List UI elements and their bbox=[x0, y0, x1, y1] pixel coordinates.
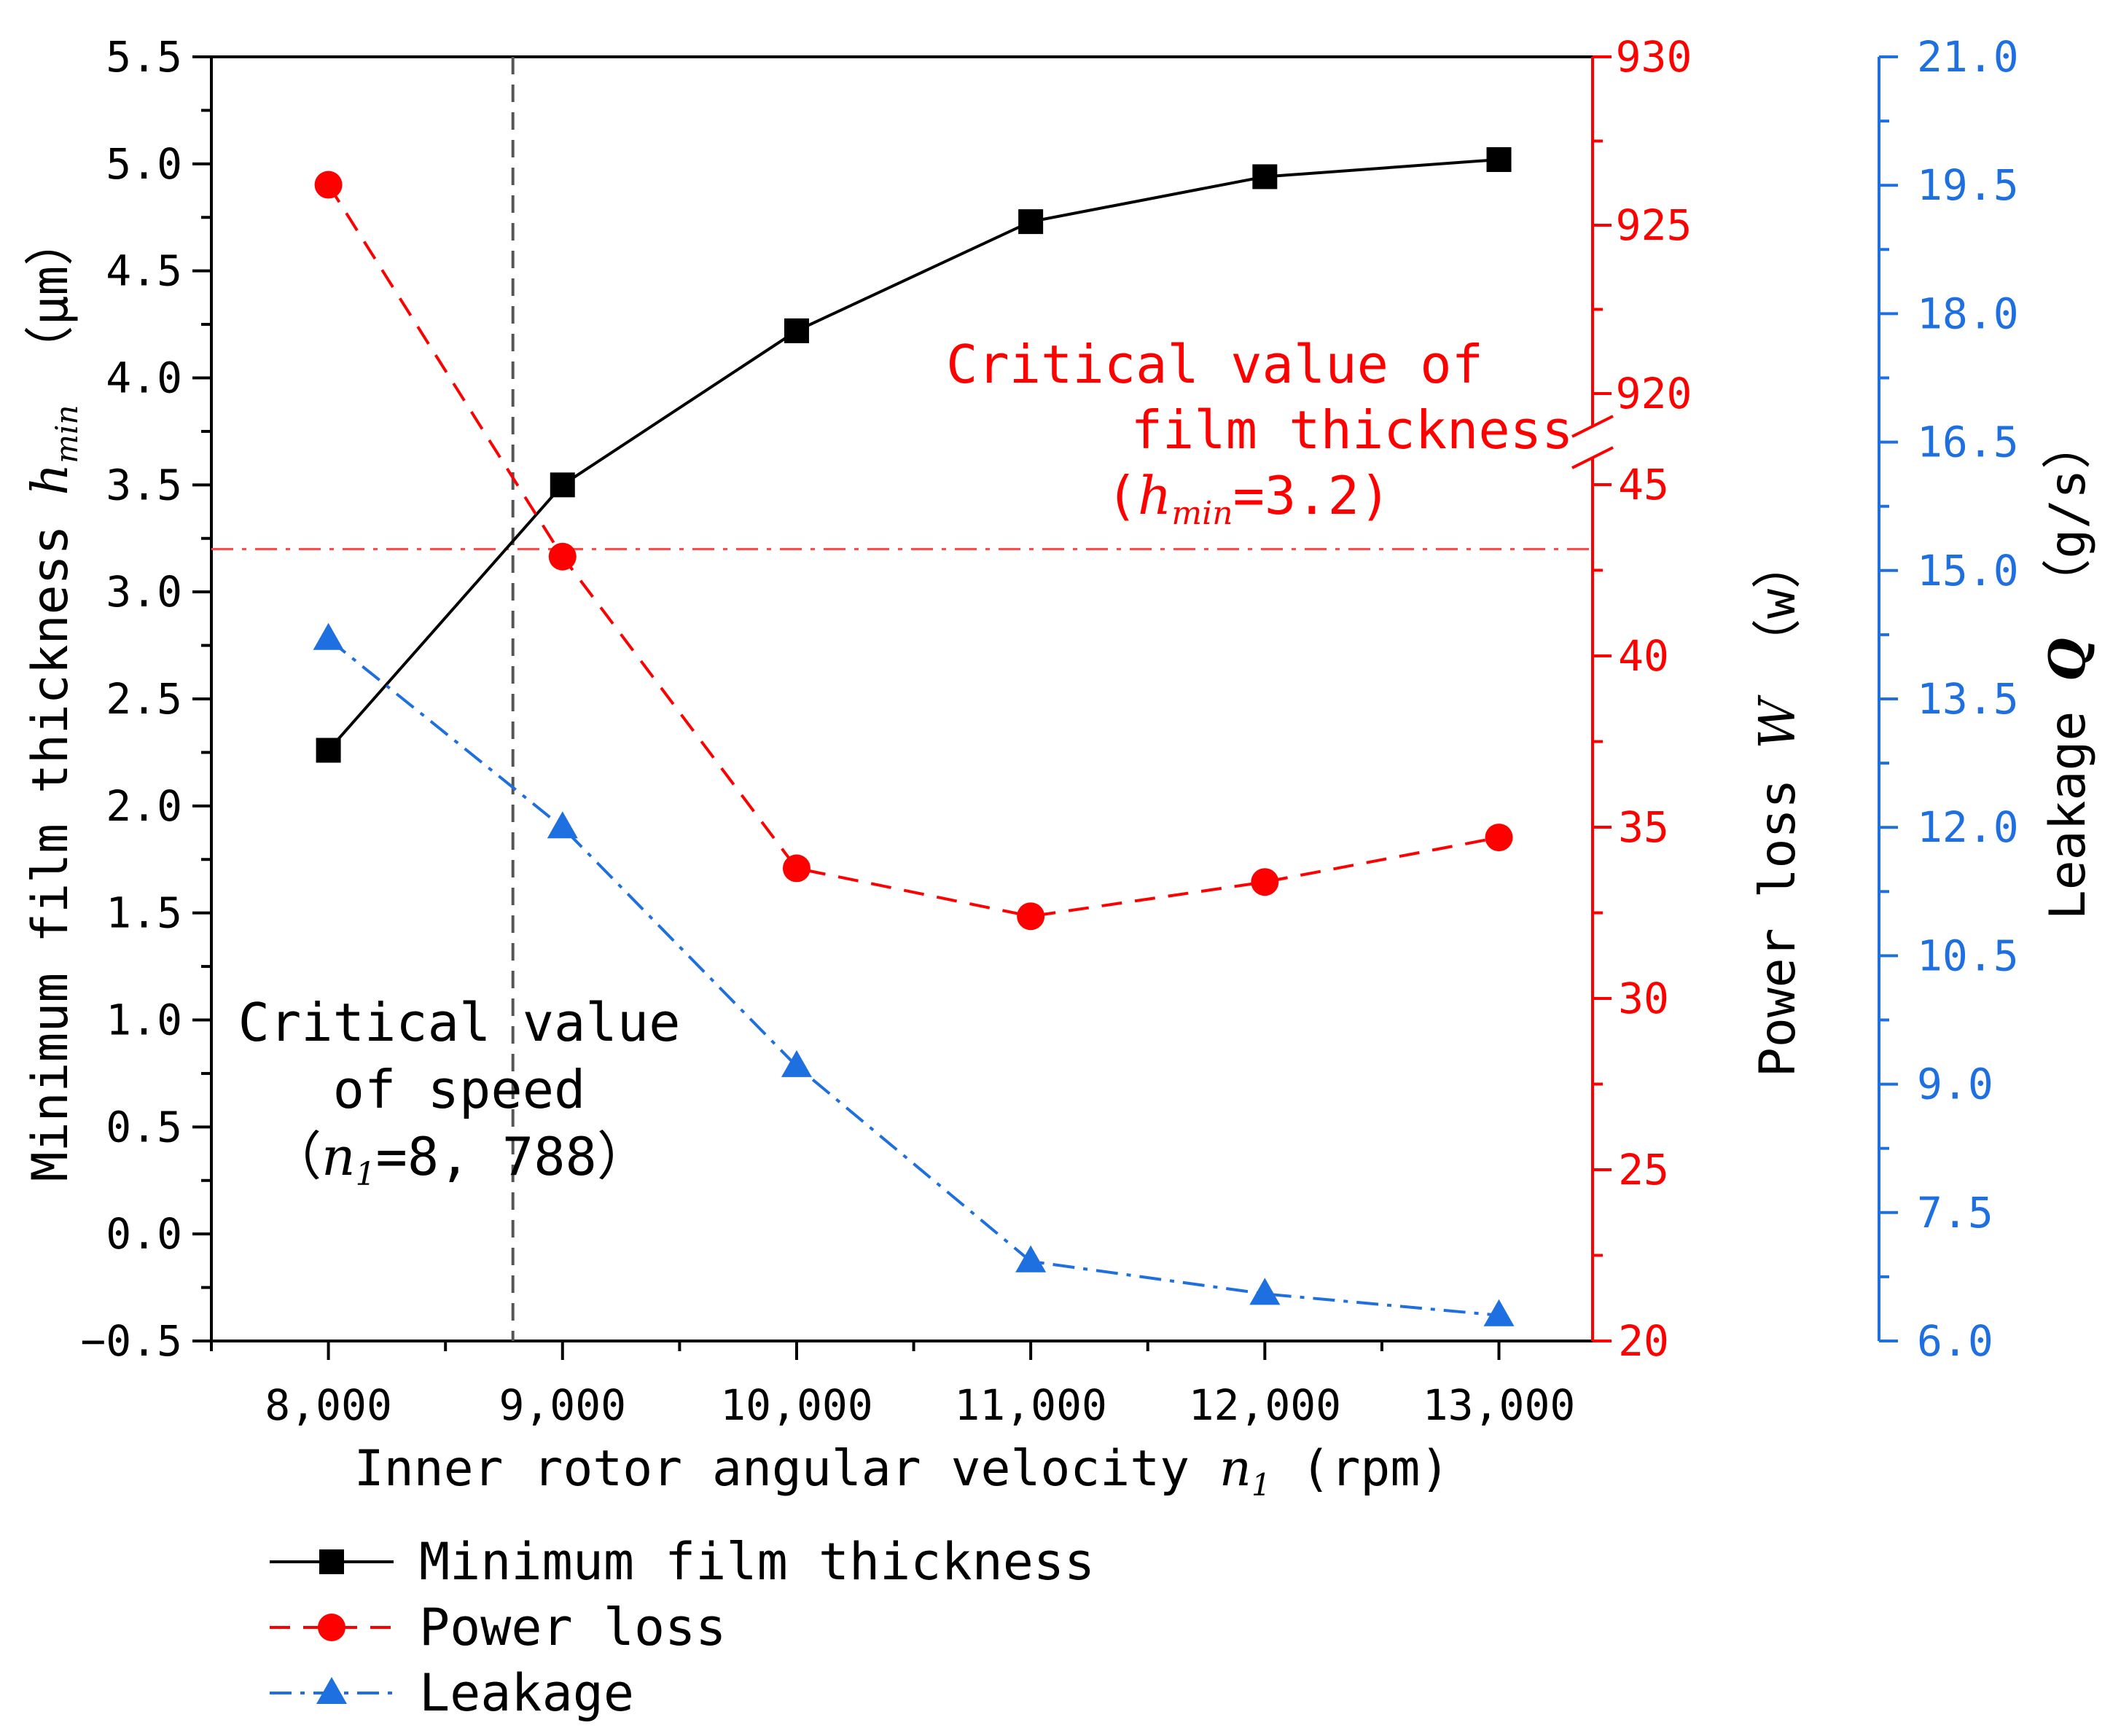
leakage-tick-label: 18.0 bbox=[1917, 289, 2019, 338]
left-tick-label: 4.0 bbox=[106, 353, 182, 403]
legend-item-minimum-film-thickness: Minimum film thickness bbox=[270, 1532, 1095, 1592]
minimum-film-thickness-point bbox=[1018, 209, 1044, 235]
axis-break-mark bbox=[1571, 415, 1614, 438]
left-tick-label: 5.5 bbox=[106, 32, 182, 82]
legend-label: Leakage bbox=[419, 1663, 634, 1723]
left-tick-label: −0.5 bbox=[80, 1316, 182, 1366]
power-loss-point bbox=[548, 542, 577, 571]
left-tick-label: 1.5 bbox=[106, 888, 182, 938]
left-tick-label: 1.0 bbox=[106, 996, 182, 1045]
critical-film-label-line3: (hmin=3.2) bbox=[1106, 465, 1391, 532]
axis-break-mark bbox=[1571, 446, 1614, 469]
power-loss-point bbox=[1251, 868, 1279, 896]
x-tick-label: 11,000 bbox=[954, 1380, 1107, 1430]
critical-speed-label-line1: Critical value bbox=[238, 992, 681, 1053]
x-tick-label: 9,000 bbox=[499, 1380, 626, 1430]
leakage-tick-label: 15.0 bbox=[1917, 546, 2019, 595]
power-tick-label: 30 bbox=[1618, 974, 1669, 1023]
critical-speed-label-line2: of speed bbox=[333, 1059, 586, 1120]
x-tick-label: 8,000 bbox=[265, 1380, 392, 1430]
minimum-film-thickness-point bbox=[784, 318, 809, 343]
legend-item-leakage: Leakage bbox=[270, 1663, 634, 1723]
leakage-tick-label: 16.5 bbox=[1917, 418, 2019, 467]
leakage-tick-label: 21.0 bbox=[1917, 32, 2019, 82]
series-layer bbox=[313, 146, 1515, 1326]
leakage-tick-label: 19.5 bbox=[1917, 160, 2019, 210]
power-axis-title: Power loss W （w） bbox=[1749, 539, 1807, 1077]
leakage-tick-label: 7.5 bbox=[1917, 1188, 1993, 1238]
minimum-film-thickness-series bbox=[316, 146, 1512, 763]
legend-item-power-loss: Power loss bbox=[270, 1598, 726, 1657]
leakage-point bbox=[313, 622, 344, 650]
leakage-tick-label: 6.0 bbox=[1917, 1316, 1993, 1366]
left-tick-label: 0.5 bbox=[106, 1102, 182, 1152]
reference-lines bbox=[211, 57, 1593, 1341]
legend-swatch-marker bbox=[318, 1614, 345, 1641]
x-axis-title: Inner rotor angular velocity n1 (rpm) bbox=[354, 1440, 1450, 1503]
legend: Minimum film thickness Power loss Leakage bbox=[270, 1532, 1095, 1723]
power-loss-point bbox=[1485, 824, 1513, 852]
minimum-film-thickness-point bbox=[1486, 146, 1512, 172]
power-loss-point bbox=[1017, 902, 1045, 931]
minimum-film-thickness-point bbox=[1252, 164, 1278, 189]
leakage-series bbox=[313, 622, 1515, 1326]
power-tick-label: 35 bbox=[1618, 802, 1669, 852]
x-tick-label: 12,000 bbox=[1189, 1380, 1342, 1430]
left-tick-label: 2.5 bbox=[106, 674, 182, 724]
power-tick-label: 25 bbox=[1618, 1145, 1669, 1195]
legend-swatch-marker bbox=[319, 1549, 344, 1574]
left-tick-label: 4.5 bbox=[106, 246, 182, 296]
power-tick-label: 930 bbox=[1616, 32, 1692, 82]
leakage-tick-label: 12.0 bbox=[1917, 802, 2019, 852]
power-tick-label: 920 bbox=[1616, 369, 1692, 418]
critical-film-label-line1: Critical value of bbox=[946, 334, 1483, 395]
x-tick-label: 13,000 bbox=[1423, 1380, 1576, 1430]
leakage-point bbox=[1249, 1278, 1281, 1305]
minimum-film-thickness-line bbox=[327, 157, 1499, 751]
minimum-film-thickness-point bbox=[316, 738, 341, 763]
power-tick-label: 925 bbox=[1616, 200, 1692, 250]
left-y-axis: −0.5 0.0 0.5 1.0 1.5 2.0 2.5 3.0 3.5 4.0 4.5 5.0 5.5… bbox=[22, 32, 211, 1366]
left-tick-label: 0.0 bbox=[106, 1209, 182, 1259]
critical-film-label-line2: film thickness bbox=[1131, 399, 1574, 461]
left-tick-label: 2.0 bbox=[106, 781, 182, 831]
leakage-tick-label: 10.5 bbox=[1917, 931, 2019, 980]
leakage-axis: 6.0 7.5 9.0 10.5 12.0 13.5 15.0 16.5 18.0 19.5 21.… bbox=[1878, 32, 2097, 1366]
power-loss-point bbox=[782, 854, 810, 883]
critical-speed-label-line3: （n1=8, 788） bbox=[269, 1126, 649, 1193]
power-tick-label: 20 bbox=[1618, 1316, 1669, 1366]
power-loss-axis: 20 25 30 35 40 45 920 925 930 Power loss W （w） bbox=[1571, 32, 1807, 1366]
leakage-line bbox=[327, 638, 1499, 1317]
leakage-tick-label: 13.5 bbox=[1917, 674, 2019, 724]
power-loss-series bbox=[314, 171, 1513, 931]
power-tick-label: 40 bbox=[1618, 631, 1669, 681]
x-tick-label: 10,000 bbox=[720, 1380, 873, 1430]
left-tick-label: 3.0 bbox=[106, 567, 182, 617]
leakage-point bbox=[1483, 1299, 1515, 1326]
left-tick-label: 5.0 bbox=[106, 139, 182, 189]
leakage-point bbox=[547, 811, 578, 839]
legend-label: Power loss bbox=[419, 1598, 726, 1657]
left-axis-title: Minimum film thickness hmin （μm） bbox=[22, 216, 85, 1182]
power-loss-line bbox=[327, 184, 1499, 918]
power-tick-label: 45 bbox=[1618, 460, 1669, 509]
leakage-point bbox=[781, 1049, 812, 1077]
x-axis: 8,000 9,000 10,000 11,000 12,000 13,000 Inner … bbox=[210, 1341, 1576, 1503]
legend-label: Minimum film thickness bbox=[419, 1532, 1095, 1592]
leakage-axis-title: Leakage Q （g/s） bbox=[2039, 420, 2097, 920]
leakage-tick-label: 9.0 bbox=[1917, 1060, 1993, 1109]
minimum-film-thickness-point bbox=[550, 472, 575, 498]
left-tick-label: 3.5 bbox=[106, 460, 182, 509]
leakage-point bbox=[1015, 1245, 1047, 1272]
legend-swatch-marker bbox=[316, 1677, 347, 1704]
power-loss-point bbox=[314, 171, 343, 199]
